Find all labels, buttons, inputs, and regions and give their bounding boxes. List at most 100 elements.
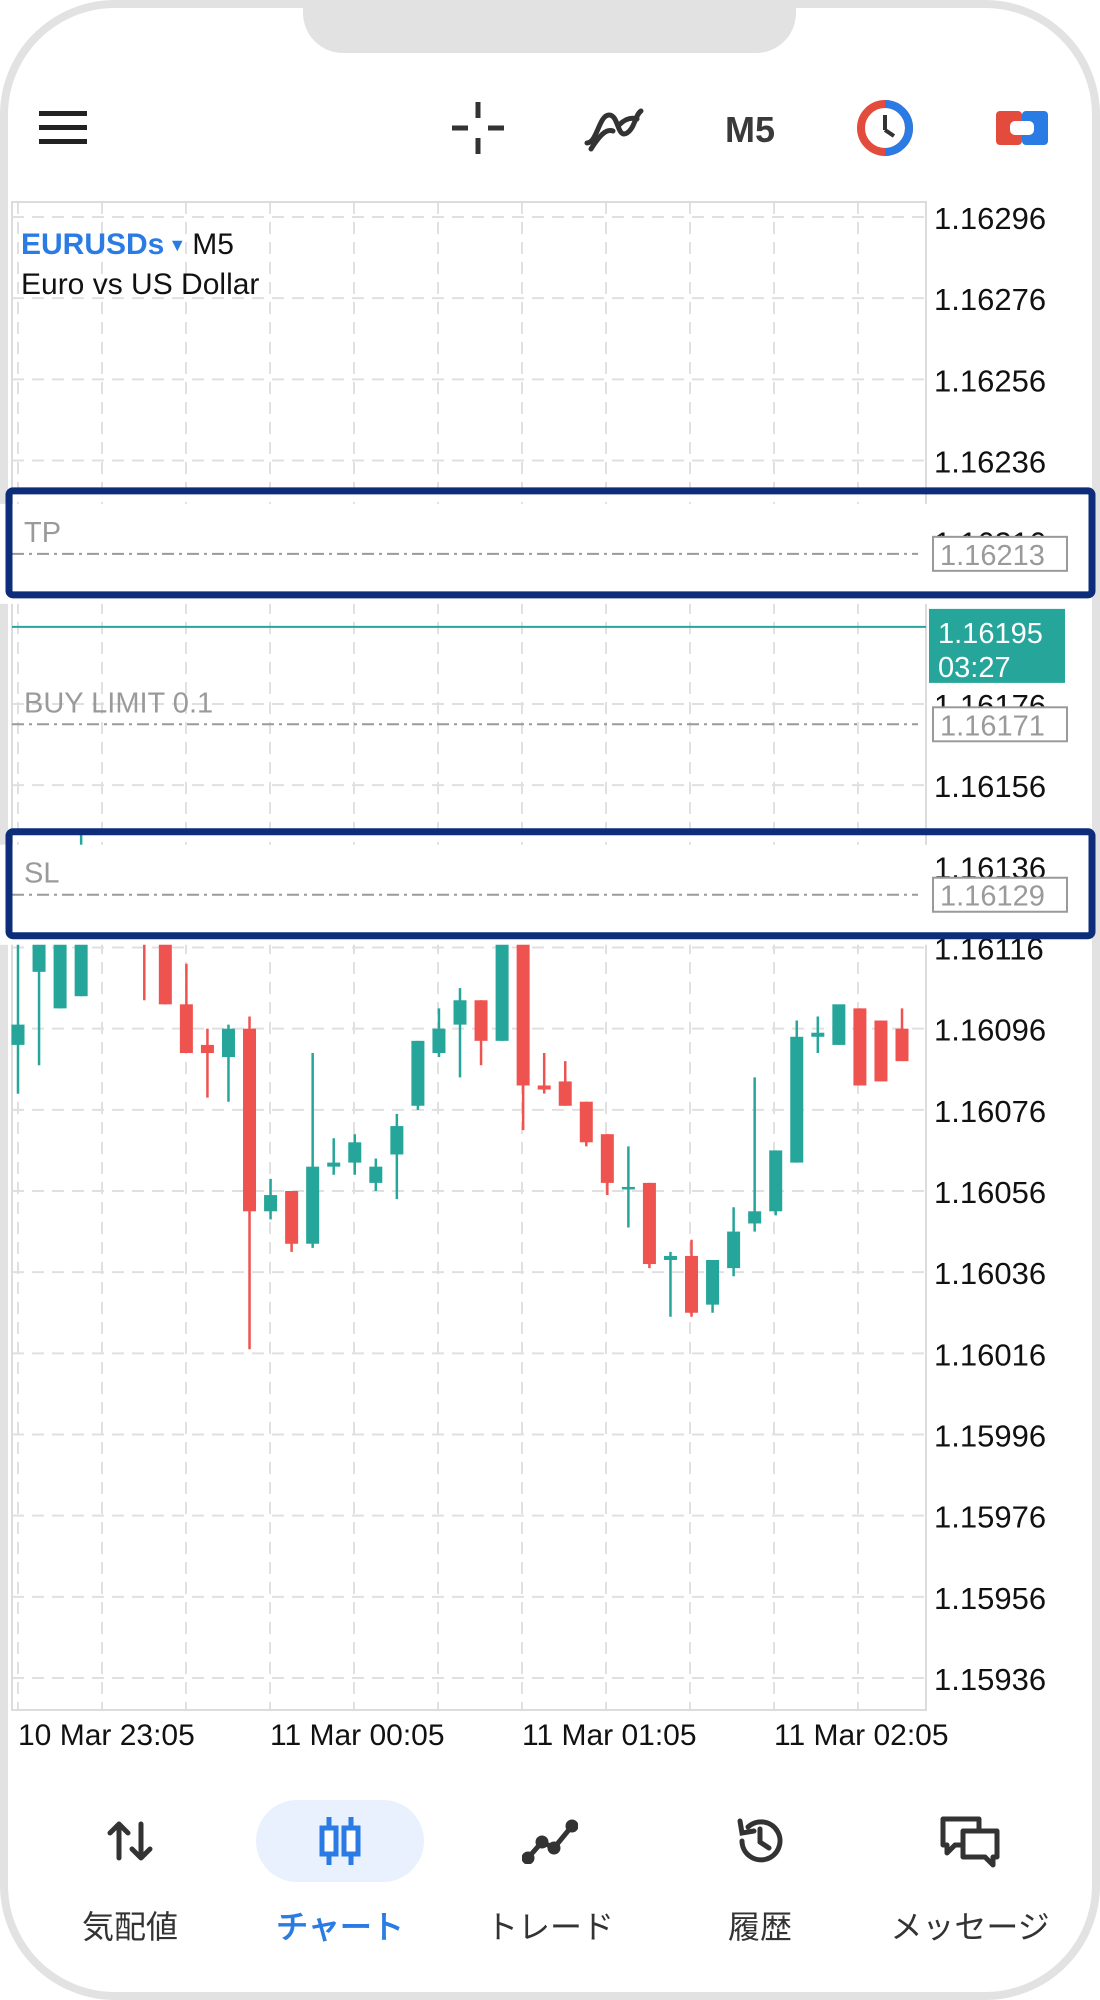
price-axis-label: 1.16076	[934, 1094, 1046, 1129]
time-axis-label: 11 Mar 01:05	[522, 1719, 697, 1752]
nav-chart-label: チャート	[276, 1909, 404, 1945]
bottom-navigation: 気配値 チャート トレード 履歴 メッセージ	[0, 1790, 1100, 1960]
candle-body-bear	[285, 1191, 299, 1244]
history-clock-icon	[676, 1800, 844, 1882]
timeframe-label: M5	[724, 109, 775, 150]
price-axis-label: 1.15936	[934, 1662, 1046, 1697]
price-axis-label: 1.16056	[934, 1175, 1046, 1210]
dropdown-arrow-icon[interactable]: ▼	[168, 235, 187, 255]
candle-body-bull	[327, 1162, 341, 1167]
price-axis-label: 1.16016	[934, 1337, 1046, 1372]
nav-history[interactable]: 履歴	[660, 1790, 860, 1960]
price-axis-label: 1.16036	[934, 1256, 1046, 1291]
timeframe-button[interactable]: M5	[710, 85, 790, 175]
clock-button[interactable]	[850, 85, 920, 175]
candle-body-bull	[390, 1126, 404, 1155]
candle-body-bear	[874, 1020, 888, 1082]
price-axis-label: 1.16256	[934, 363, 1046, 398]
candle-body-bull	[769, 1150, 783, 1212]
nav-chart[interactable]: チャート	[240, 1790, 440, 1960]
level-price-box-sl	[932, 876, 1068, 913]
candle-body-bear	[558, 1081, 572, 1106]
indicators-icon	[583, 103, 645, 158]
level-price-box-buy-limit-0-1	[932, 706, 1068, 743]
nav-quotes[interactable]: 気配値	[30, 1790, 230, 1960]
candle-body-bull	[621, 1186, 635, 1190]
level-label-tp: TP	[24, 517, 61, 549]
candle-body-bull	[663, 1255, 677, 1260]
candle-body-bull	[264, 1195, 278, 1212]
time-axis-label: 11 Mar 00:05	[270, 1719, 445, 1752]
candle-body-bull	[748, 1211, 762, 1224]
candle-body-bull	[727, 1231, 741, 1269]
nav-messages[interactable]: メッセージ	[870, 1790, 1070, 1960]
one-click-trading-icon	[994, 107, 1050, 154]
phone-notch	[303, 0, 796, 53]
time-axis-label: 11 Mar 02:05	[774, 1719, 949, 1752]
candle-body-bull	[495, 943, 509, 1041]
candle-body-bull	[790, 1036, 804, 1163]
bar-countdown: 03:27	[938, 652, 1011, 684]
candle-body-bear	[243, 1028, 257, 1212]
messages-icon	[886, 1800, 1054, 1882]
symbol-header[interactable]: EURUSDs ▼ M5	[21, 228, 234, 262]
candle-body-bear	[685, 1255, 699, 1313]
candle-body-bear	[579, 1101, 593, 1143]
candle-body-bear	[537, 1085, 551, 1090]
time-axis-label: 10 Mar 23:05	[18, 1719, 195, 1752]
plot-border	[11, 201, 927, 1711]
current-price-tag	[929, 608, 1065, 683]
nav-trade[interactable]: トレード	[450, 1790, 650, 1960]
candle-body-bull	[453, 1000, 467, 1025]
price-chart[interactable]: 1.162961.162761.162561.162361.162161.161…	[0, 0, 1100, 1760]
clock-icon	[857, 99, 913, 161]
nav-trade-label: トレード	[485, 1909, 614, 1945]
highlight-box-sl	[5, 828, 1096, 940]
level-price-box-tp	[932, 535, 1068, 572]
symbol-name[interactable]: EURUSDs	[21, 228, 165, 261]
hamburger-menu-icon	[37, 108, 89, 153]
candle-body-bull	[369, 1166, 383, 1183]
candle-body-bear	[853, 1008, 867, 1086]
crosshair-icon	[448, 98, 508, 163]
candle-body-bear	[474, 1000, 488, 1041]
candle-body-bear	[600, 1134, 614, 1183]
candle-body-bear	[179, 1004, 193, 1054]
nav-quotes-label: 気配値	[81, 1909, 178, 1945]
nav-history-label: 履歴	[727, 1909, 792, 1945]
price-axis-label: 1.16156	[934, 769, 1046, 804]
level-price-tp: 1.16213	[940, 540, 1045, 572]
trade-line-icon	[466, 1800, 634, 1882]
candle-body-bull	[348, 1142, 362, 1163]
price-axis-label: 1.16096	[934, 1013, 1046, 1048]
candle-body-bull	[832, 1004, 846, 1045]
candle-body-bull	[811, 1032, 825, 1037]
candle-body-bull	[11, 1024, 25, 1045]
price-axis-label: 1.16276	[934, 282, 1046, 317]
level-label-buy-limit-0-1: BUY LIMIT 0.1	[24, 687, 213, 719]
highlight-box-tp	[5, 487, 1096, 599]
level-label-sl: SL	[24, 858, 59, 890]
chart-toolbar: M5	[0, 85, 1100, 175]
menu-button[interactable]	[28, 85, 98, 175]
candle-body-bull	[432, 1028, 446, 1054]
candle-body-bear	[200, 1044, 214, 1054]
candle-body-bull	[706, 1259, 720, 1305]
candle-body-bull	[411, 1040, 425, 1106]
quotes-arrows-icon	[46, 1800, 214, 1882]
current-price-value: 1.16195	[938, 618, 1043, 650]
price-axis-label: 1.15976	[934, 1500, 1046, 1535]
price-axis-label: 1.15956	[934, 1581, 1046, 1616]
chart-area[interactable]: 1.162961.162761.162561.162361.162161.161…	[0, 0, 1100, 1760]
indicators-button[interactable]	[576, 85, 652, 175]
price-axis-label: 1.15996	[934, 1419, 1046, 1454]
candle-body-bear	[895, 1028, 909, 1062]
level-price-sl: 1.16129	[940, 881, 1045, 913]
crosshair-button[interactable]	[440, 85, 516, 175]
candle-body-bull	[306, 1166, 320, 1244]
nav-messages-label: メッセージ	[890, 1909, 1050, 1945]
level-price-buy-limit-0-1: 1.16171	[940, 710, 1045, 742]
chart-timeframe: M5	[192, 228, 234, 261]
candle-body-bear	[516, 943, 530, 1086]
one-click-trading-button[interactable]	[990, 85, 1054, 175]
